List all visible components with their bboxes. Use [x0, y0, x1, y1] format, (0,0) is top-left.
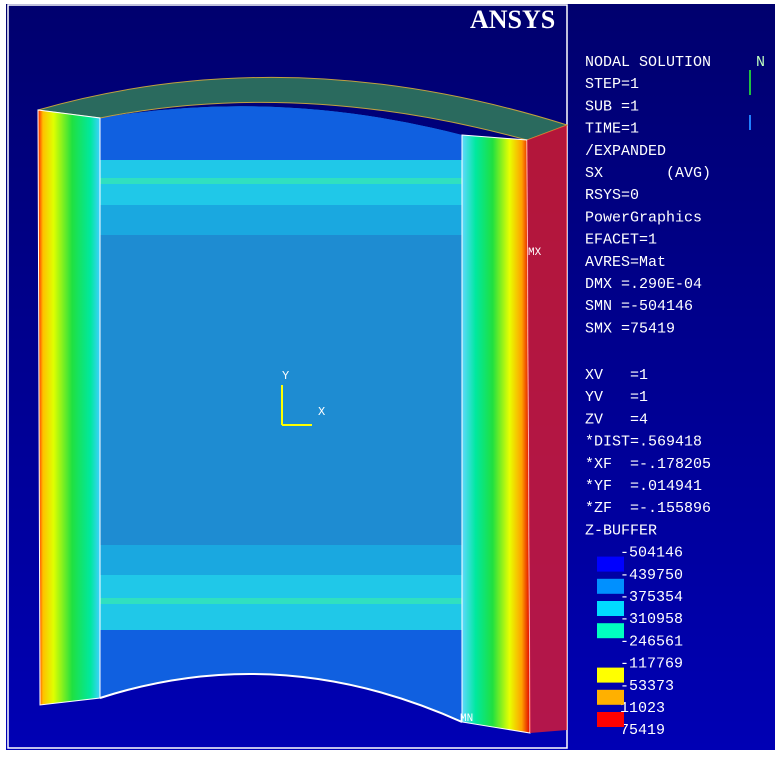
legend-value: -53373 [620, 678, 674, 695]
legend-swatch [597, 690, 624, 705]
info-line: TIME=1 [585, 121, 639, 138]
info-line: PowerGraphics [585, 209, 702, 226]
legend-swatch [597, 623, 624, 638]
view-line: ZV =4 [585, 411, 648, 428]
node-label: N [756, 54, 765, 71]
legend-value: -246561 [620, 633, 683, 650]
left-wall [38, 110, 100, 705]
legend-value: -117769 [620, 656, 683, 673]
info-line: EFACET=1 [585, 232, 657, 249]
min-label: MN [460, 713, 473, 725]
info-line: RSYS=0 [585, 187, 639, 204]
legend-swatch [597, 668, 624, 683]
view-line: *ZF =-.155896 [585, 500, 711, 517]
graphics-window: Y X MX MN ANSYS N NODAL SOLUTION STEP=1 SU… [0, 0, 775, 772]
view-line: Z-BUFFER [585, 522, 657, 539]
legend-value: -375354 [620, 589, 683, 606]
info-line: SMX =75419 [585, 320, 675, 337]
outer-edge [527, 125, 567, 733]
info-line: AVRES=Mat [585, 254, 666, 271]
legend-value: 11023 [620, 700, 665, 717]
info-line: DMX =.290E-04 [585, 276, 702, 293]
logo: ANSYS [470, 5, 555, 34]
legend-swatch [597, 579, 624, 594]
legend-value: -310958 [620, 611, 683, 628]
view-line: *DIST=.569418 [585, 434, 702, 451]
info-line: SUB =1 [585, 98, 639, 115]
view-line: *XF =-.178205 [585, 456, 711, 473]
info-line: NODAL SOLUTION [585, 54, 711, 71]
info-line: /EXPANDED [585, 143, 666, 160]
triad-x-label: X [318, 405, 325, 419]
view-line: XV =1 [585, 367, 648, 384]
ansys-window: Y X MX MN ANSYS N NODAL SOLUTION STEP=1 SU… [0, 0, 775, 772]
max-label: MX [528, 247, 542, 259]
legend-swatch [597, 557, 624, 572]
info-line: SX (AVG) [585, 165, 711, 182]
legend-value: -439750 [620, 567, 683, 584]
panel-foot [567, 750, 775, 772]
view-line: YV =1 [585, 389, 648, 406]
legend-swatch [597, 601, 624, 616]
info-line: STEP=1 [585, 76, 639, 93]
triad-y-label: Y [282, 369, 289, 383]
legend-value: -504146 [620, 545, 683, 562]
legend-swatch [597, 712, 624, 727]
legend-value: 75419 [620, 722, 665, 739]
view-line: *YF =.014941 [585, 478, 702, 495]
right-wall [462, 135, 530, 733]
info-line: SMN =-504146 [585, 298, 693, 315]
